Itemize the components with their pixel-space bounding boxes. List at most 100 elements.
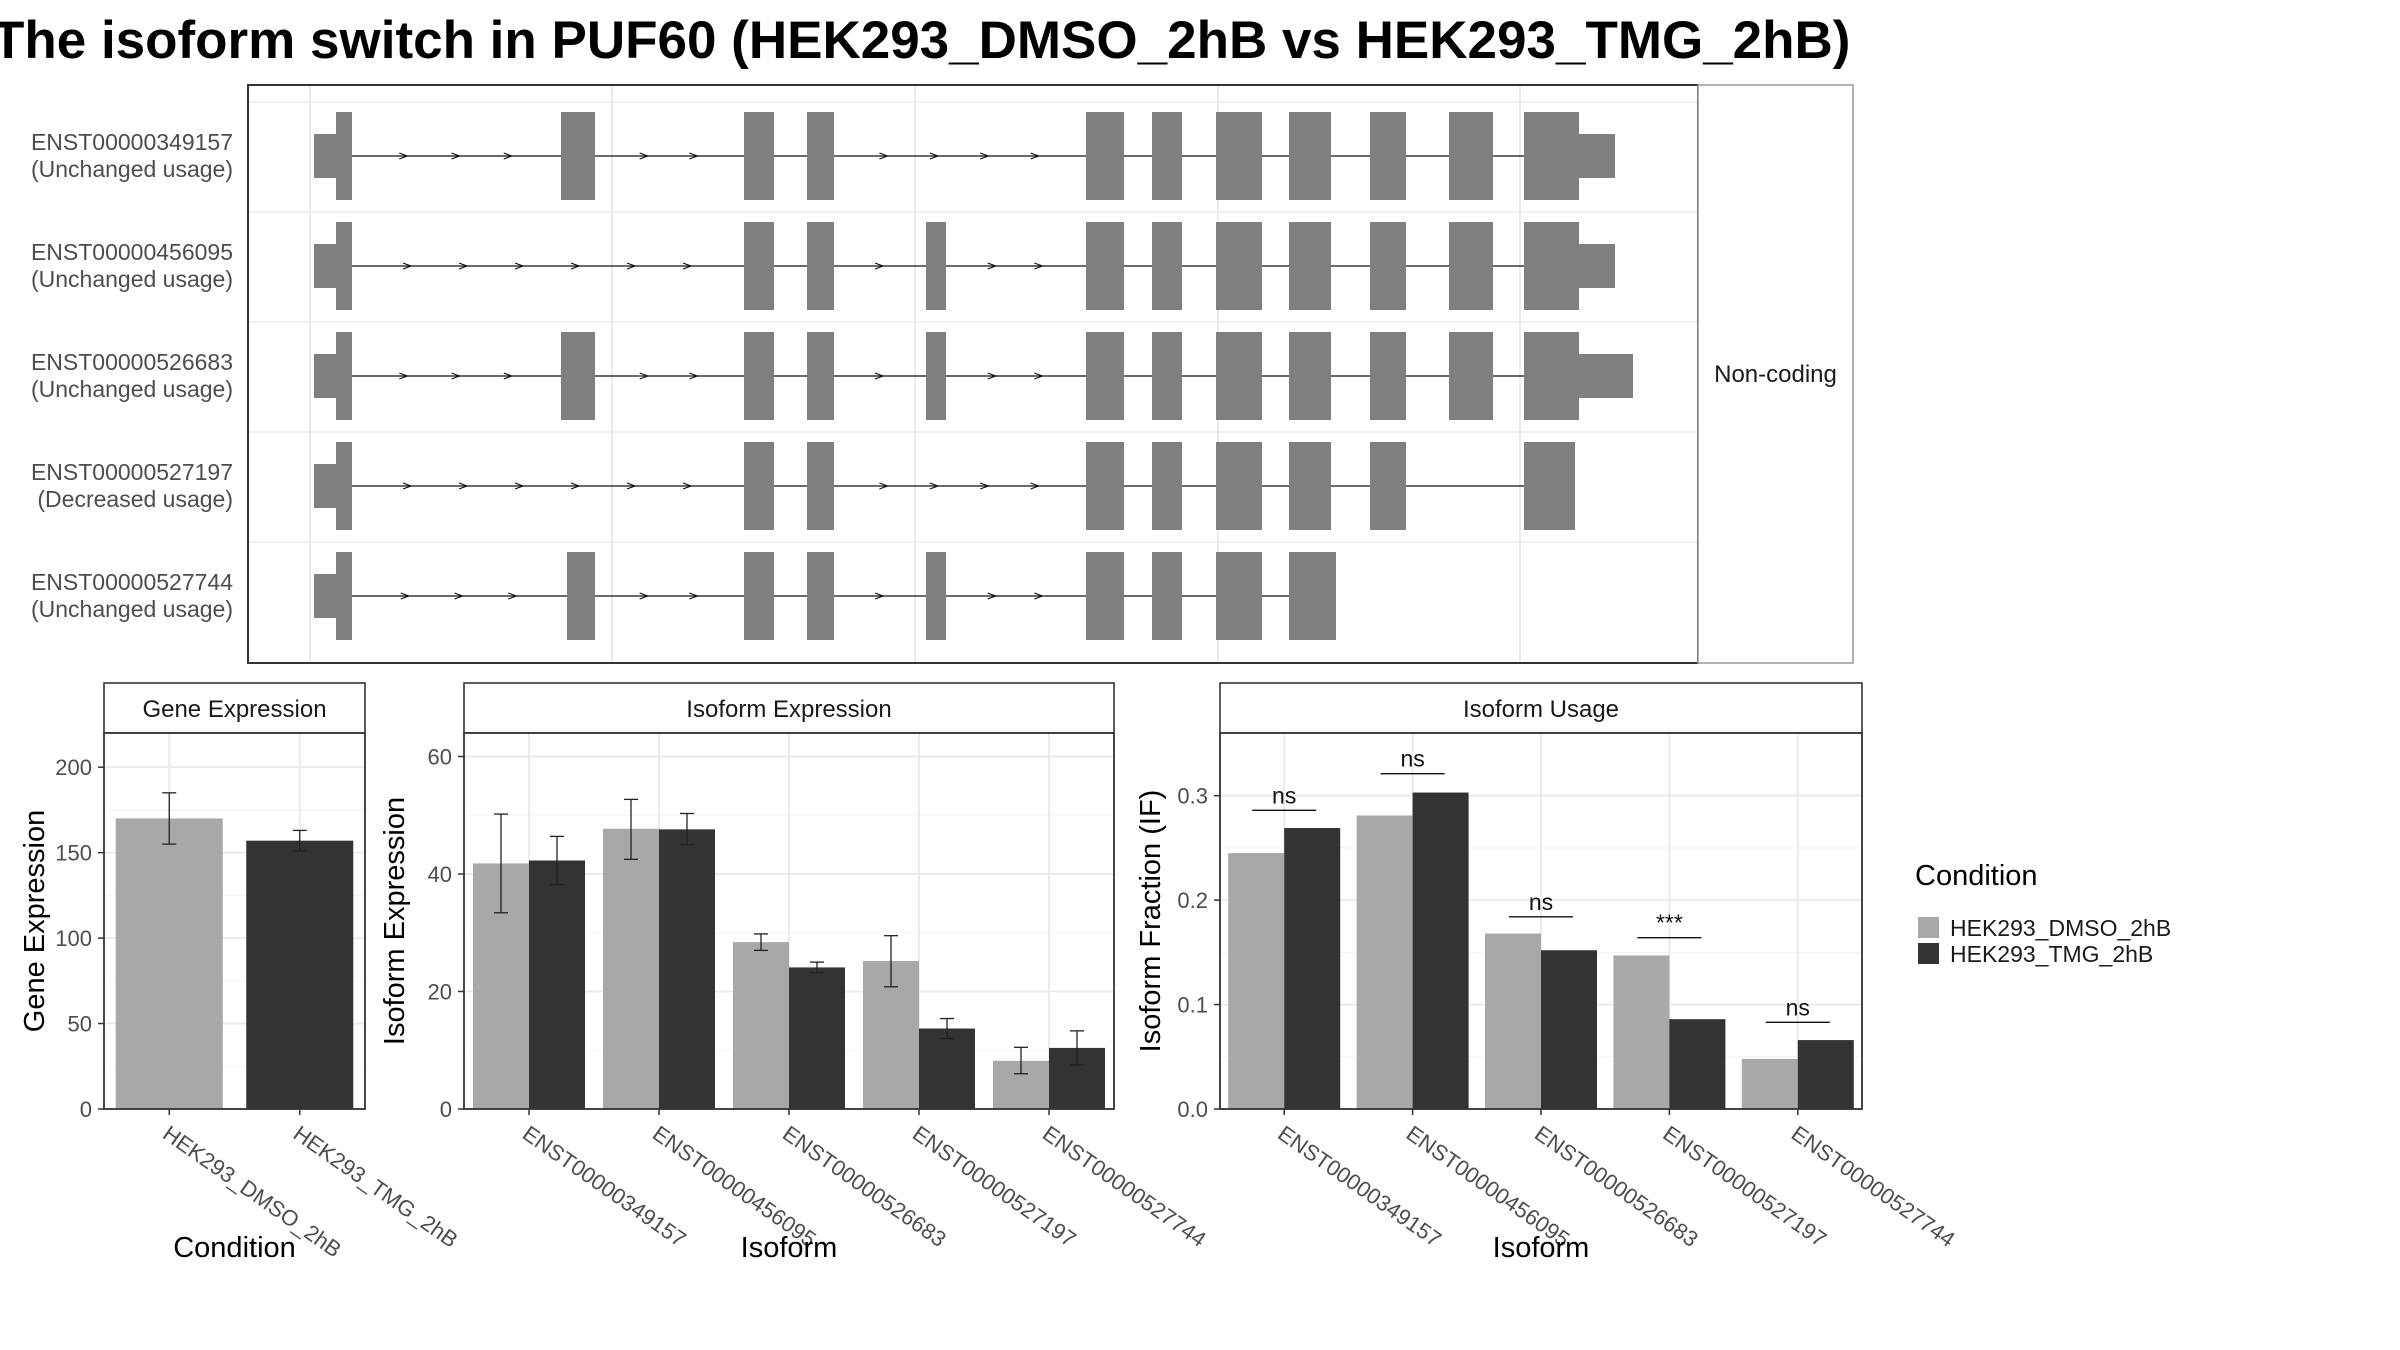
exon-block	[1370, 442, 1406, 530]
strand-arrow	[1030, 152, 1041, 160]
bar	[115, 818, 223, 1109]
panel-title: Isoform Usage	[1463, 696, 1619, 723]
strand-arrow	[874, 262, 885, 270]
exon-block	[1216, 442, 1262, 530]
strand-arrow	[503, 372, 514, 380]
exon-block	[1524, 222, 1579, 310]
y-tick-label: 0.3	[1177, 784, 1208, 809]
exon-block	[1370, 222, 1406, 310]
transcript-id-label: ENST00000349157	[31, 129, 233, 155]
transcript-track	[314, 112, 1615, 200]
figure-title: The isoform switch in PUF60 (HEK293_DMSO…	[0, 11, 1850, 70]
strand-arrow	[879, 482, 890, 490]
exon-block	[744, 112, 774, 200]
utr-block	[1579, 244, 1615, 288]
exon-block	[1086, 442, 1124, 530]
strand-arrow	[570, 262, 581, 270]
transcript-id-label: ENST00000527744	[31, 569, 233, 595]
bar	[789, 967, 845, 1109]
strand-arrow	[514, 482, 525, 490]
transcript-structure-panel: Non-coding	[247, 84, 1854, 664]
strand-arrow	[1034, 262, 1045, 270]
bar	[1669, 1019, 1726, 1109]
exon-block	[1086, 222, 1124, 310]
exon-block	[1449, 112, 1493, 200]
strand-arrow	[626, 262, 637, 270]
exon-block	[1289, 332, 1331, 420]
strand-arrow	[689, 592, 700, 600]
exon-block	[807, 332, 834, 420]
utr-block	[1579, 354, 1633, 398]
exon-block	[926, 222, 946, 310]
y-axis-title: Isoform Fraction (IF)	[1135, 790, 1167, 1053]
strand-arrow	[399, 372, 409, 380]
exon-block	[336, 332, 352, 420]
bar	[919, 1028, 975, 1109]
exon-block	[1289, 552, 1336, 640]
significance-label: ns	[1400, 746, 1424, 772]
exon-block	[567, 552, 595, 640]
panel-title: Isoform Expression	[686, 696, 891, 723]
exon-block	[1216, 112, 1262, 200]
strand-arrow	[451, 152, 462, 160]
exon-block	[336, 222, 352, 310]
exon-block	[744, 552, 774, 640]
significance-label: ***	[1656, 910, 1683, 936]
strand-arrow	[1030, 482, 1041, 490]
strand-arrow	[874, 372, 885, 380]
exon-block	[807, 442, 834, 530]
isoform-expression-chart: Isoform Expression0204060ENST00000349157…	[379, 682, 1211, 1264]
facet-strip	[1697, 84, 1854, 664]
bar	[1741, 1058, 1798, 1109]
y-tick-label: 0.1	[1177, 993, 1208, 1018]
exon-block	[807, 112, 834, 200]
significance-label: ns	[1529, 889, 1553, 915]
exon-block	[1449, 222, 1493, 310]
bar	[1485, 933, 1541, 1109]
y-axis-title: Isoform Expression	[379, 797, 411, 1045]
exon-block	[561, 112, 595, 200]
exon-block	[1086, 552, 1124, 640]
y-tick-label: 20	[428, 980, 452, 1005]
strand-arrow	[508, 592, 518, 600]
utr-block	[314, 464, 338, 508]
legend-label-dmso: HEK293_DMSO_2hB	[1950, 915, 2171, 941]
legend-title: Condition	[1915, 860, 2038, 892]
strand-arrow	[987, 592, 998, 600]
transcript-id-label: ENST00000526683	[31, 349, 233, 375]
strand-arrow	[451, 372, 462, 380]
y-tick-label: 40	[428, 862, 452, 887]
strand-arrow	[458, 262, 469, 270]
strand-arrow	[402, 482, 413, 490]
exon-block	[1086, 112, 1124, 200]
exon-block	[744, 332, 774, 420]
significance-label: ns	[1272, 782, 1296, 808]
exon-block	[1524, 112, 1579, 200]
bar	[733, 942, 789, 1109]
y-axis-title: Gene Expression	[19, 810, 51, 1032]
exon-block	[336, 112, 352, 200]
transcript-id-label: ENST00000456095	[31, 239, 233, 265]
transcript-id-label: ENST00000527197	[31, 459, 233, 485]
strand-arrow	[400, 592, 411, 600]
y-tick-label: 50	[68, 1012, 92, 1037]
strand-arrow	[402, 262, 413, 270]
utr-block	[314, 244, 338, 288]
bar	[1412, 792, 1469, 1109]
significance-label: ns	[1786, 994, 1810, 1020]
x-axis-title: Isoform	[1493, 1232, 1590, 1264]
strand-arrow	[1034, 372, 1045, 380]
strand-arrow	[458, 482, 469, 490]
strand-arrow	[689, 152, 700, 160]
exon-block	[1524, 442, 1575, 530]
panel-title: Gene Expression	[142, 696, 326, 723]
strand-arrow	[689, 372, 700, 380]
exon-block	[336, 442, 352, 530]
y-tick-label: 100	[55, 926, 92, 951]
strand-arrow	[454, 592, 465, 600]
exon-block	[1152, 442, 1182, 530]
strand-arrow	[1034, 592, 1045, 600]
exon-block	[1086, 332, 1124, 420]
plot-border	[1219, 732, 1863, 1110]
